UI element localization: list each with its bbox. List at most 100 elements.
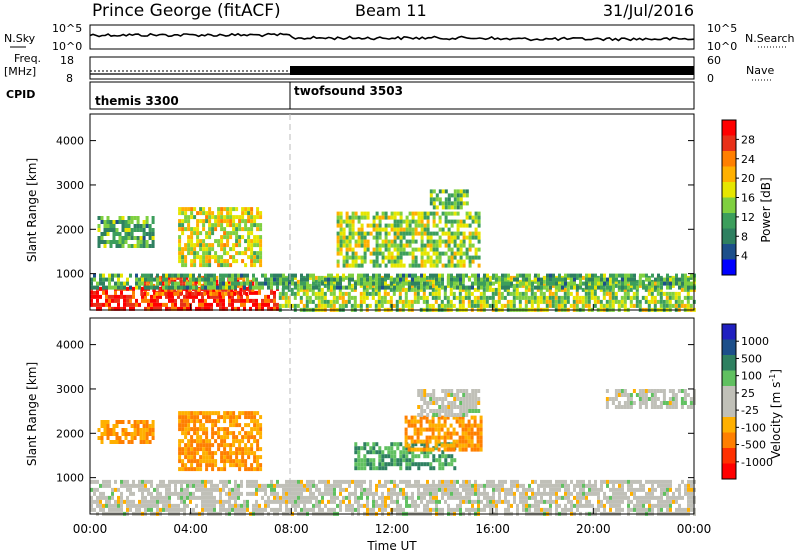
data-cell-5 [247, 219, 251, 224]
data-cell-2 [256, 419, 260, 424]
data-cell-6 [468, 235, 472, 240]
data-cell-0 [156, 294, 159, 299]
data-cell-6 [435, 243, 439, 248]
data-cell-6 [348, 255, 352, 260]
data-cell-3 [630, 277, 633, 282]
data-cell-2 [431, 303, 435, 308]
data-cell-2 [644, 299, 648, 304]
data-cell-0 [645, 507, 648, 512]
data-cell-0 [276, 507, 279, 512]
data-cell-2 [593, 287, 597, 292]
data-cell-3 [375, 277, 378, 282]
data-cell-1 [224, 291, 228, 296]
data-cell-2 [296, 303, 300, 308]
colorbar-segment [722, 166, 736, 183]
data-cell-0 [165, 499, 168, 504]
data-cell-3 [99, 281, 102, 286]
data-cell-3 [183, 277, 186, 282]
data-cell-4 [118, 216, 122, 220]
data-cell-3 [291, 281, 294, 286]
data-cell-5 [226, 211, 230, 216]
data-cell-4 [467, 439, 471, 444]
data-cell-4 [449, 443, 453, 448]
data-cell-3 [333, 277, 336, 282]
data-cell-4 [106, 228, 110, 232]
data-cell-6 [363, 239, 367, 244]
data-cell-3 [192, 285, 195, 290]
data-cell-6 [339, 251, 343, 256]
data-cell-0 [222, 298, 225, 303]
data-cell-3 [471, 285, 474, 290]
data-cell-6 [351, 211, 355, 216]
data-cell-1 [176, 291, 180, 296]
data-cell-2 [551, 291, 555, 296]
data-cell-2 [608, 299, 612, 304]
data-cell-6 [417, 219, 421, 224]
data-cell-4 [440, 415, 444, 420]
data-cell-0 [195, 294, 198, 299]
data-cell-2 [482, 295, 486, 300]
data-cell-2 [229, 463, 233, 468]
data-cell-6 [351, 247, 355, 252]
data-cell-0 [204, 298, 207, 303]
data-cell-3 [684, 273, 687, 278]
data-cell-2 [350, 303, 354, 308]
data-cell-3 [354, 450, 358, 455]
data-cell-5 [178, 243, 182, 248]
data-cell-5 [199, 255, 203, 260]
data-cell-6 [444, 251, 448, 256]
data-cell-3 [402, 281, 405, 286]
data-cell-0 [144, 483, 147, 488]
data-cell-3 [303, 281, 306, 286]
data-cell-6 [366, 239, 370, 244]
data-cell-0 [162, 302, 165, 307]
y-tick-label: 3000 [56, 179, 84, 192]
data-cell-0 [651, 495, 654, 500]
data-cell-2 [314, 279, 318, 284]
data-cell-3 [93, 277, 96, 282]
data-cell-0 [687, 495, 690, 500]
data-cell-0 [405, 491, 408, 496]
data-cell-6 [357, 239, 361, 244]
data-cell-0 [237, 290, 240, 295]
data-cell-0 [633, 507, 636, 512]
data-cell-0 [96, 479, 99, 484]
data-cell-4 [413, 447, 417, 452]
data-cell-0 [399, 487, 402, 492]
data-cell-3 [279, 273, 282, 278]
data-cell-3 [369, 462, 373, 467]
data-cell-0 [201, 302, 204, 307]
data-cell-0 [192, 495, 195, 500]
data-cell-3 [336, 277, 339, 282]
data-cell-2 [455, 279, 459, 284]
data-cell-3 [537, 277, 540, 282]
data-cell-0 [180, 298, 183, 303]
data-cell-0 [633, 495, 636, 500]
data-cell-2 [506, 287, 510, 292]
data-cell-2 [241, 463, 245, 468]
data-cell-6 [348, 263, 352, 268]
data-cell-0 [636, 503, 639, 508]
data-cell-3 [342, 285, 345, 290]
data-cell-6 [453, 239, 457, 244]
data-cell-0 [195, 487, 198, 492]
data-cell-4 [461, 443, 465, 448]
data-cell-2 [350, 295, 354, 300]
data-cell-3 [300, 273, 303, 278]
data-cell-3 [600, 277, 603, 282]
data-cell-3 [480, 285, 483, 290]
data-cell-5 [202, 255, 206, 260]
data-cell-0 [210, 306, 213, 311]
data-cell-6 [417, 211, 421, 216]
data-cell-0 [177, 507, 180, 512]
data-cell-3 [669, 285, 672, 290]
data-cell-3 [420, 462, 424, 467]
data-cell-0 [660, 495, 663, 500]
data-cell-0 [531, 479, 534, 484]
data-cell-6 [384, 247, 388, 252]
data-cell-5 [226, 223, 230, 228]
data-cell-0 [477, 495, 480, 500]
data-cell-3 [546, 281, 549, 286]
data-cell-5 [208, 219, 212, 224]
data-cell-3 [333, 285, 336, 290]
